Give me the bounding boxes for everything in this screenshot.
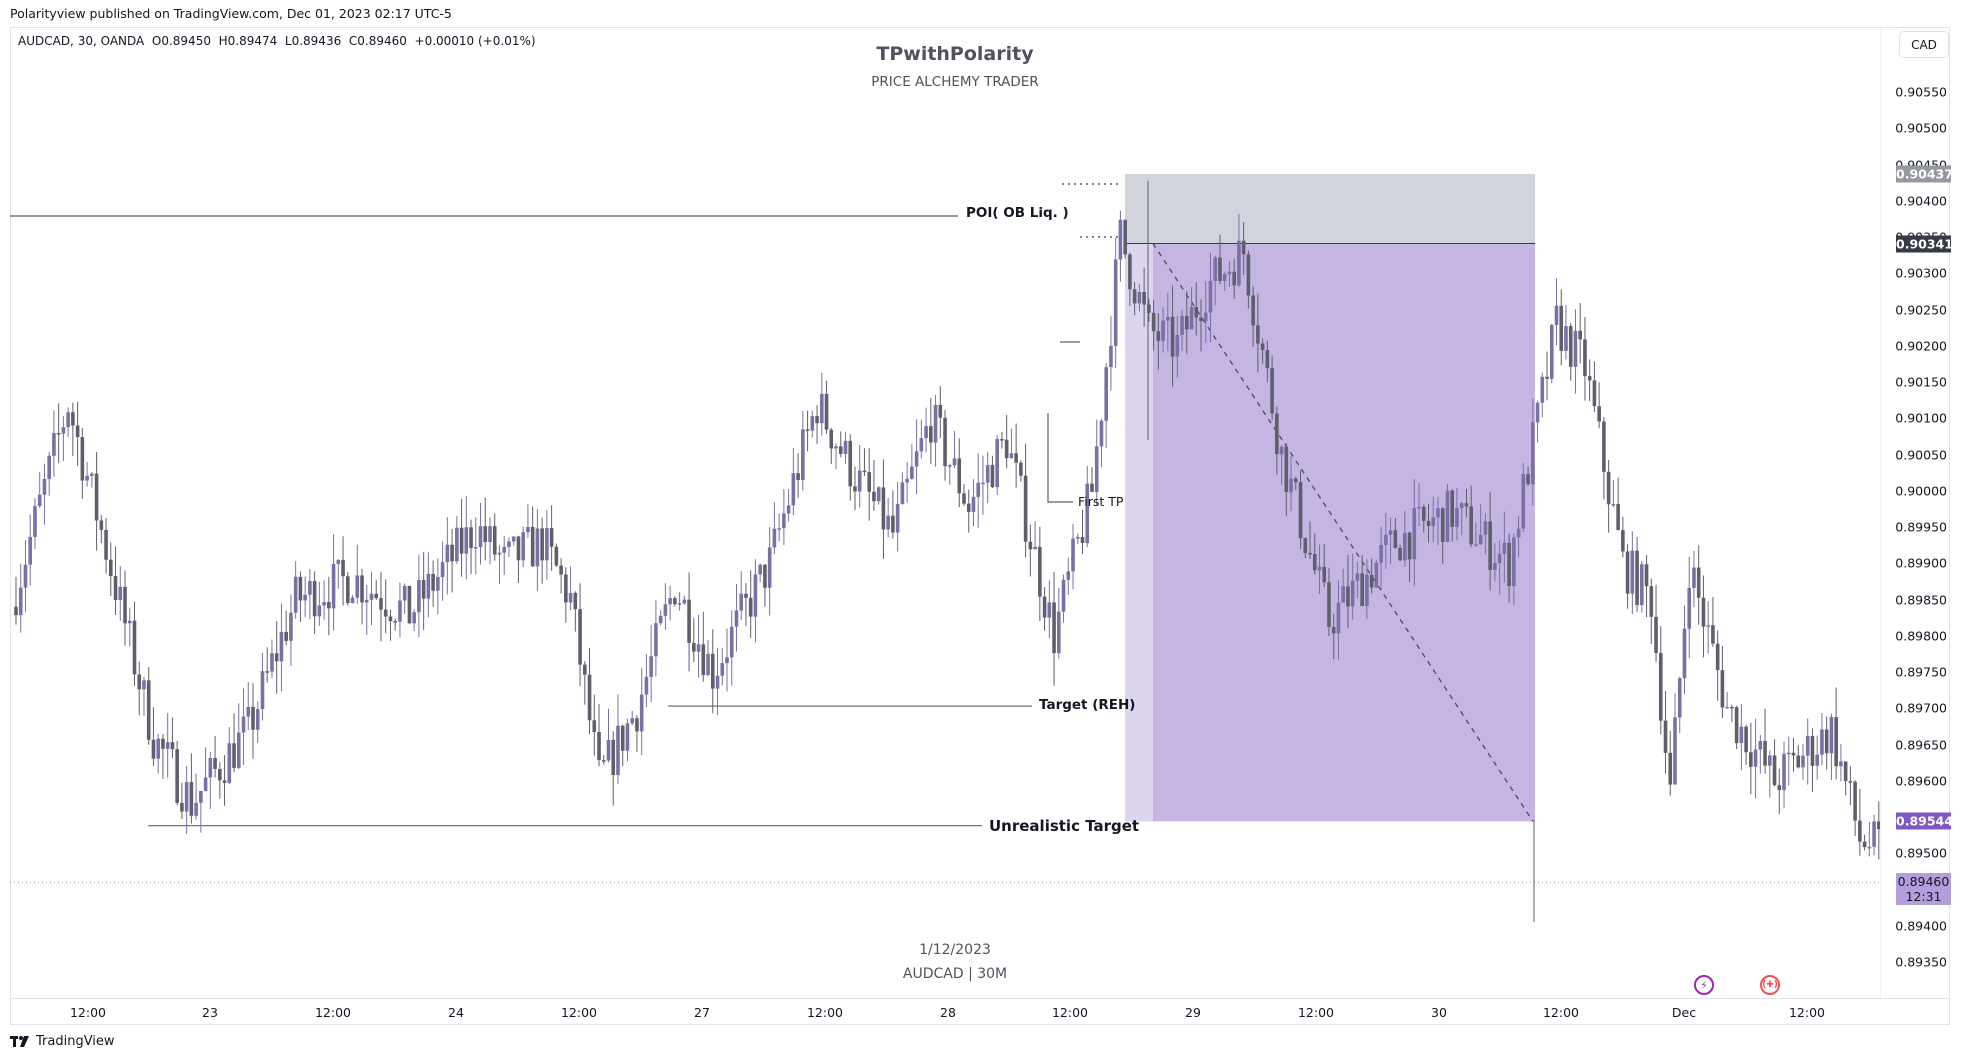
stop-price-tag: 0.90437: [1896, 165, 1953, 183]
entry-price-tag: 0.90341: [1896, 235, 1953, 253]
price-tick-label: 0.89900: [1895, 555, 1947, 571]
canada-flag-event-icon[interactable]: (✚): [1760, 975, 1780, 995]
price-tick-label: 0.90200: [1895, 338, 1947, 354]
chart-frame: [10, 27, 1950, 1025]
legend-open: O0.89450: [151, 34, 211, 48]
price-tick-label: 0.90500: [1895, 120, 1947, 136]
candlestick-chart: [10, 173, 1880, 922]
time-tick-label: 12:00: [1051, 1005, 1089, 1020]
price-tick-label: 0.90250: [1895, 302, 1947, 317]
unrealistic-target-annotation[interactable]: Unrealistic Target: [989, 817, 1140, 835]
watermark-date: 1/12/2023: [919, 942, 991, 958]
time-tick-label: 30: [1431, 1005, 1447, 1020]
price-tick-label: 0.89600: [1895, 773, 1947, 789]
poi-annotation[interactable]: POI( OB Liq. ): [966, 205, 1069, 221]
watermark-symbol: AUDCAD | 30M: [902, 966, 1008, 982]
price-tick-label: 0.89350: [1895, 954, 1947, 970]
time-tick-label: 12:00: [1297, 1005, 1335, 1020]
price-tick-label: 0.90300: [1895, 265, 1947, 281]
currency-button[interactable]: CAD: [1899, 31, 1949, 58]
price-tick-label: 0.90050: [1895, 447, 1947, 462]
target-price-tag: 0.89544: [1896, 812, 1953, 830]
price-tick-label: 0.89950: [1895, 519, 1947, 535]
price-tick-label: 0.89400: [1895, 918, 1947, 934]
price-tick-label: 0.89850: [1895, 592, 1947, 607]
price-tick-label: 0.89700: [1895, 700, 1947, 716]
time-tick-label: 12:00: [69, 1005, 107, 1020]
tradingview-logo[interactable]: TradingView: [10, 1034, 115, 1049]
price-axis[interactable]: 0.905500.905000.904500.904000.903500.903…: [1880, 28, 1953, 998]
time-axis[interactable]: 12:00 23 12:00 24 12:00 27 12:00 28 12:00 29 12:00…: [10, 998, 1950, 1026]
legend-close: C0.89460: [348, 34, 407, 48]
price-tick-label: 0.90100: [1895, 410, 1947, 426]
price-tick-label: 0.90000: [1895, 483, 1947, 499]
last-price-tag: 0.89460 12:31: [1896, 873, 1951, 906]
time-tick-label: 12:00: [1542, 1005, 1580, 1020]
price-tick-label: 0.90550: [1895, 84, 1947, 100]
time-tick-label: 23: [202, 1005, 218, 1020]
time-tick-label: Dec: [1671, 1005, 1697, 1020]
chart-title: TPwithPolarity: [876, 43, 1034, 65]
time-tick-label: 12:00: [1788, 1005, 1826, 1020]
time-tick-label: 28: [940, 1005, 956, 1020]
price-tick-label: 0.89750: [1895, 664, 1947, 680]
price-tick-label: 0.89800: [1895, 628, 1947, 644]
time-tick-label: 29: [1185, 1005, 1201, 1020]
legend-symbol: AUDCAD, 30, OANDA: [18, 34, 145, 48]
publish-info: Polarityview published on TradingView.co…: [10, 6, 452, 21]
time-tick-label: 12:00: [314, 1005, 352, 1020]
first-tp-annotation[interactable]: First TP: [1078, 494, 1124, 509]
tradingview-logo-icon: [10, 1035, 29, 1047]
price-tick-label: 0.89500: [1895, 845, 1947, 861]
legend-low: L0.89436: [284, 34, 342, 48]
legend-high: H0.89474: [218, 34, 278, 48]
price-tick-label: 0.89650: [1895, 737, 1947, 752]
price-tick-label: 0.90150: [1895, 374, 1947, 390]
time-tick-label: 12:00: [560, 1005, 598, 1020]
chart-subtitle: PRICE ALCHEMY TRADER: [871, 74, 1039, 90]
tradingview-brand: TradingView: [36, 1034, 115, 1049]
time-tick-label: 12:00: [806, 1005, 844, 1020]
chart-plot-area[interactable]: [10, 28, 1880, 998]
price-tick-label: 0.90400: [1895, 193, 1947, 209]
economic-event-lightning-icon[interactable]: ⚡: [1694, 975, 1714, 995]
time-tick-label: 24: [448, 1005, 464, 1020]
time-tick-label: 27: [694, 1005, 710, 1020]
legend-change: +0.00010 (+0.01%): [414, 34, 536, 48]
symbol-legend: AUDCAD, 30, OANDA O0.89450 H0.89474 L0.8…: [18, 34, 536, 48]
target-reh-annotation[interactable]: Target (REH): [1039, 697, 1136, 713]
